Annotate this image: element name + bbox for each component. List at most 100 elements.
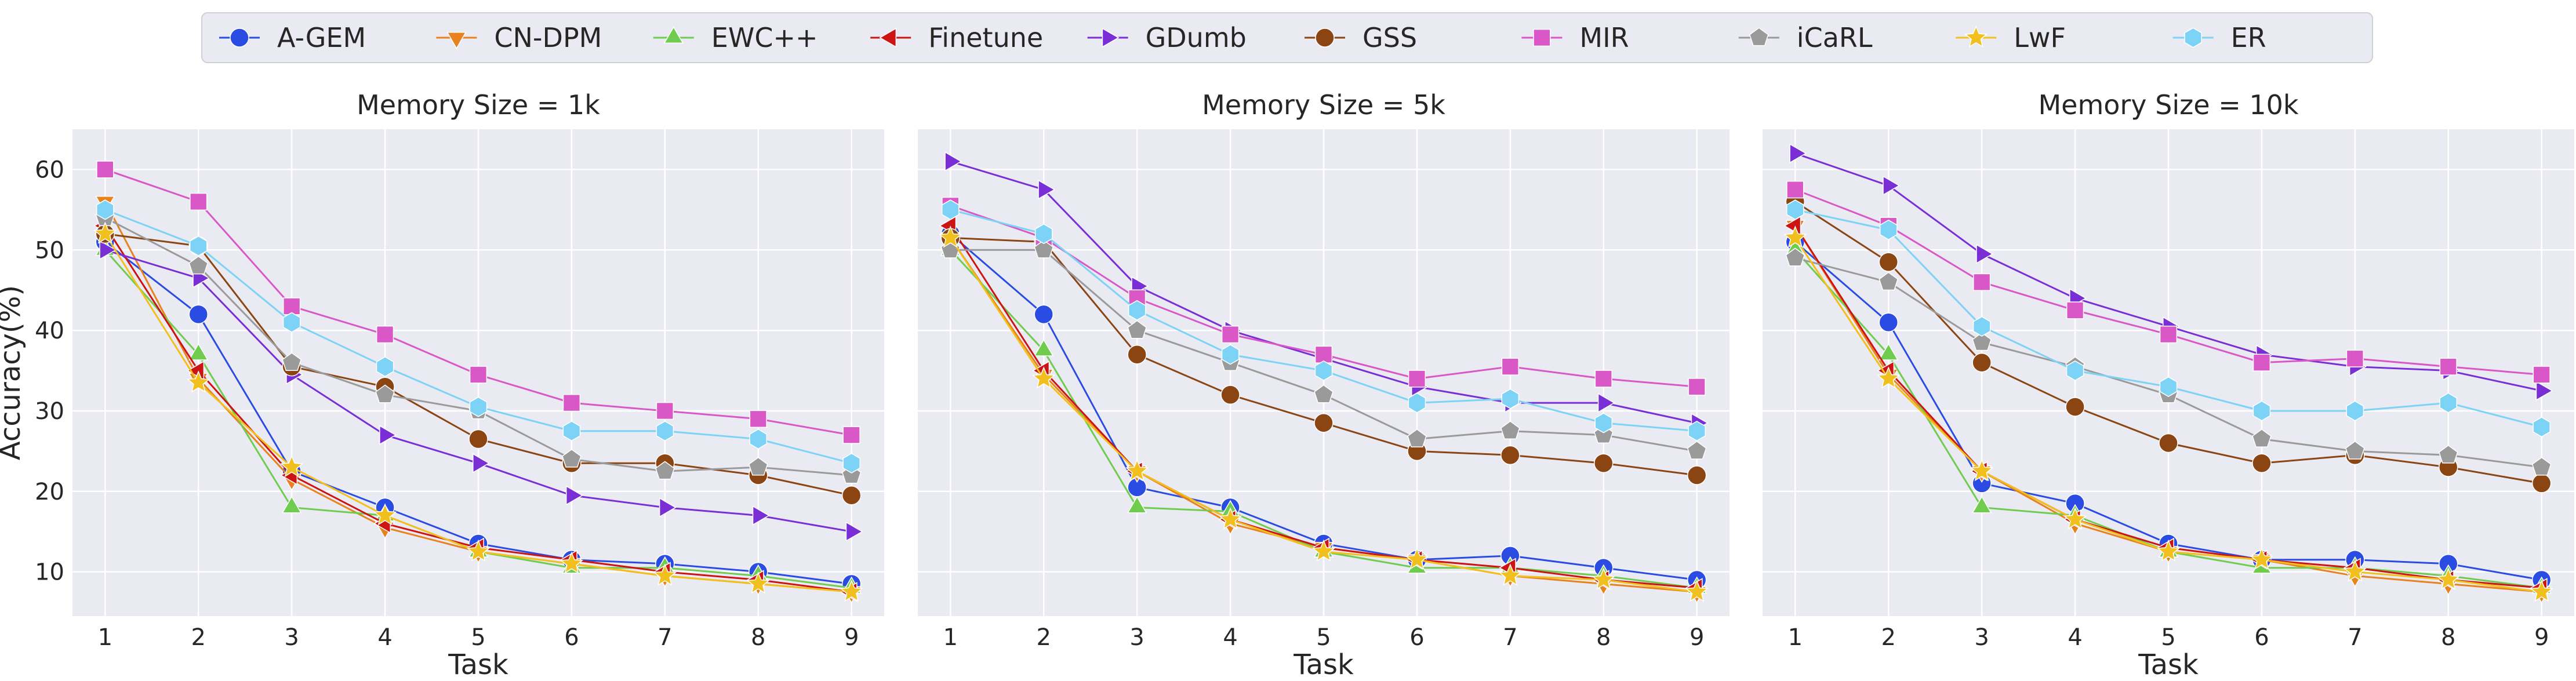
x-tick-label: 8 xyxy=(751,624,765,651)
x-tick-label: 5 xyxy=(471,624,485,651)
data-point xyxy=(2439,392,2458,413)
data-point xyxy=(2250,547,2274,570)
data-point xyxy=(1877,366,1901,389)
data-point xyxy=(749,410,767,428)
data-point xyxy=(375,384,395,403)
data-point xyxy=(1597,392,1615,413)
data-point xyxy=(1976,243,1994,264)
data-point xyxy=(281,496,302,514)
x-tick-label: 6 xyxy=(564,624,579,651)
series xyxy=(942,199,1706,442)
data-point xyxy=(1687,465,1707,485)
legend-label: GSS xyxy=(1363,22,1417,53)
data-point xyxy=(845,521,863,542)
data-point xyxy=(187,370,210,393)
data-point xyxy=(280,454,304,478)
data-point xyxy=(188,343,209,360)
y-tick-label: 40 xyxy=(35,318,64,344)
chart-panel: Memory Size = 10k 1 2 3 4 5 6 7 8 9 Task xyxy=(1763,89,2574,681)
data-point xyxy=(562,394,581,412)
x-tick-label: 9 xyxy=(844,624,859,651)
data-point xyxy=(656,402,674,420)
legend-marker xyxy=(663,26,684,43)
data-point xyxy=(1500,445,1520,465)
data-point xyxy=(1127,496,1147,514)
legend-marker xyxy=(1102,27,1120,48)
data-point xyxy=(748,457,768,476)
legend-marker xyxy=(2184,27,2202,48)
data-point xyxy=(939,225,962,248)
data-point xyxy=(2345,440,2365,460)
data-point xyxy=(559,551,584,574)
legend-item: Finetune xyxy=(870,22,1043,53)
data-point xyxy=(1687,440,1707,460)
series xyxy=(99,240,863,542)
data-point xyxy=(282,312,301,333)
x-tick-label: 3 xyxy=(1129,624,1144,651)
data-point xyxy=(1688,420,1706,442)
data-point xyxy=(749,428,768,450)
data-point xyxy=(1783,225,1807,248)
data-point xyxy=(1785,247,1805,267)
x-tick-label: 2 xyxy=(1037,624,1051,651)
data-point xyxy=(1408,392,1426,413)
data-point xyxy=(2346,349,2364,367)
series xyxy=(1786,199,2550,438)
data-point xyxy=(746,571,770,594)
data-point xyxy=(1128,300,1146,321)
x-tick-label: 4 xyxy=(377,624,392,651)
legend-item: iCaRL xyxy=(1738,22,1873,53)
chart-panels: Memory Size = 1k 1 2 3 4 5 6 7 8 9 Task 10 20 30 40 50 6… xyxy=(0,89,2574,681)
data-point xyxy=(2065,397,2085,417)
x-tick-label: 9 xyxy=(1690,624,1704,651)
legend-marker xyxy=(230,28,249,48)
data-point xyxy=(1972,332,1992,351)
x-tick-label: 9 xyxy=(2534,624,2549,651)
data-point xyxy=(1125,458,1149,482)
x-axis-label: Task xyxy=(448,649,508,681)
series xyxy=(940,239,1707,460)
data-point xyxy=(93,221,117,244)
data-point xyxy=(1973,273,1991,291)
data-point xyxy=(1311,539,1336,562)
data-point xyxy=(1879,272,1899,291)
legend-marker xyxy=(1964,25,1988,48)
x-tick-label: 4 xyxy=(2068,624,2082,651)
data-point xyxy=(1594,370,1612,388)
legend-label: ER xyxy=(2231,22,2266,53)
data-point xyxy=(188,256,209,275)
data-point xyxy=(1127,345,1147,365)
data-point xyxy=(99,240,117,260)
data-point xyxy=(2533,417,2550,438)
data-point xyxy=(942,199,960,220)
data-point xyxy=(1879,219,1898,241)
legend-marker xyxy=(446,32,467,49)
data-point xyxy=(2530,580,2553,602)
series xyxy=(1783,225,2553,602)
data-point xyxy=(655,461,675,480)
y-tick-label: 50 xyxy=(35,237,64,264)
data-point xyxy=(2156,539,2181,562)
data-point xyxy=(190,192,208,211)
data-point xyxy=(188,304,208,325)
x-tick-label: 8 xyxy=(1596,624,1611,651)
x-tick-label: 1 xyxy=(98,624,112,651)
data-point xyxy=(2531,457,2552,476)
chart-panel: Memory Size = 5k 1 2 3 4 5 6 7 8 9 Task xyxy=(918,89,1730,681)
data-point xyxy=(842,426,860,444)
data-point xyxy=(96,161,114,179)
data-point xyxy=(1594,453,1614,473)
data-point xyxy=(1879,312,1898,332)
data-point xyxy=(1218,507,1242,530)
legend-item: GSS xyxy=(1305,22,1417,53)
legend-marker xyxy=(1749,27,1769,46)
data-point xyxy=(2252,453,2272,473)
data-point xyxy=(373,503,397,526)
data-point xyxy=(1314,384,1334,403)
data-point xyxy=(1498,563,1522,586)
data-point xyxy=(469,396,488,417)
x-tick-label: 7 xyxy=(657,624,672,651)
data-point xyxy=(1407,428,1427,447)
legend-label: LwF xyxy=(2014,22,2066,53)
